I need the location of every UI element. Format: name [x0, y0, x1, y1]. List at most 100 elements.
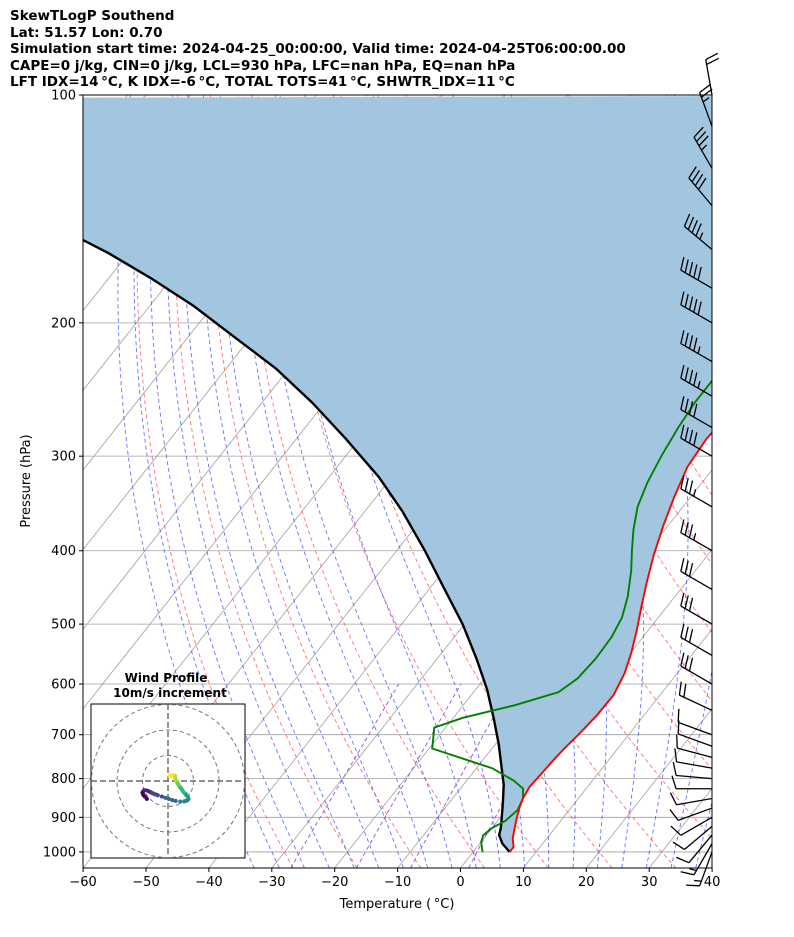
y-tick-label: 500 [51, 618, 76, 633]
moist-adiabat [510, 95, 644, 868]
wind-barb [676, 834, 713, 864]
temperature-line [508, 431, 712, 853]
wind-barbs [669, 52, 720, 887]
hodograph-point [173, 798, 178, 803]
wind-barb [678, 681, 713, 711]
wind-barb [677, 708, 713, 736]
wind-barb [680, 364, 713, 397]
dewpoint-line [431, 379, 712, 853]
wind-barb [680, 256, 713, 289]
y-tick-label: 900 [51, 811, 76, 826]
wind-barb [680, 592, 713, 625]
profile-lines [83, 238, 712, 853]
hodograph-point [168, 773, 173, 778]
wind-barb [680, 396, 713, 429]
moist-adiabat [133, 95, 280, 868]
wind-barb [669, 807, 713, 821]
wind-barb [705, 52, 720, 96]
hodograph-subtitle: 10m/s increment [113, 686, 227, 700]
y-tick-label: 700 [51, 728, 76, 743]
hodograph-point [166, 796, 171, 801]
y-tick-label: 100 [51, 89, 76, 104]
chart-header: SkewTLogP Southend Lat: 51.57 Lon: 0.70 … [10, 8, 626, 91]
index-parameters: LFT IDX=14 °C, K IDX=-6 °C, TOTAL TOTS=4… [10, 74, 515, 90]
x-tick-label: −40 [195, 875, 222, 890]
dry-adiabat [764, 95, 794, 868]
x-tick-label: −50 [132, 875, 159, 890]
wind-barb [680, 558, 713, 591]
y-tick-label: 300 [51, 450, 76, 465]
wind-barb [680, 330, 713, 363]
moist-adiabat [149, 95, 305, 868]
stability-parameters: CAPE=0 j/kg, CIN=0 j/kg, LCL=930 hPa, LF… [10, 57, 516, 74]
isotherm-line [523, 628, 712, 868]
wind-barb [674, 748, 713, 769]
cin-shading [83, 96, 712, 852]
y-tick-label: 400 [51, 544, 76, 559]
station-coordinates: Lat: 51.57 Lon: 0.70 [10, 24, 163, 41]
hodograph-point [155, 793, 160, 798]
hodograph-point [163, 795, 168, 800]
wind-barb [699, 83, 713, 127]
hodograph-point [170, 798, 175, 803]
wind-barb [676, 734, 713, 759]
wind-barb [680, 519, 713, 552]
moist-adiabat [218, 95, 404, 868]
hodograph-inset: Wind Profile 10m/s increment [90, 671, 246, 859]
dry-adiabat [242, 95, 485, 868]
wind-barb [670, 816, 713, 836]
wind-barb [680, 475, 713, 508]
x-tick-label: −10 [384, 875, 411, 890]
y-tick-label: 1000 [43, 845, 76, 860]
wind-barb [680, 424, 713, 457]
parcel-profile-line [83, 238, 511, 853]
moist-adiabat [200, 95, 380, 868]
cin-area [83, 96, 712, 852]
wind-barb [680, 843, 713, 876]
chart-title: SkewTLogP Southend [10, 8, 175, 24]
hodograph-point [178, 799, 183, 804]
wind-barb [671, 775, 712, 790]
x-tick-label: −60 [69, 875, 96, 890]
y-axis-ticks: 100 200 300 400 500 600 700 800 900 1000 [43, 89, 83, 860]
moist-adiabat [745, 95, 794, 868]
wind-barb [669, 792, 713, 806]
wind-barb [683, 213, 713, 251]
moist-adiabat [237, 95, 429, 868]
moist-adiabat [257, 95, 453, 868]
hodograph-point [159, 794, 164, 799]
wind-barb [680, 291, 713, 324]
x-tick-label: 10 [515, 875, 532, 890]
moist-adiabat [183, 95, 355, 868]
isotherm-line [711, 867, 712, 868]
dry-adiabat [208, 95, 422, 868]
x-tick-label: −20 [321, 875, 348, 890]
x-tick-label: 20 [578, 875, 595, 890]
y-axis-label: Pressure (hPa) [19, 434, 34, 527]
dry-adiabat [732, 95, 794, 868]
y-tick-label: 800 [51, 772, 76, 787]
x-tick-label: 40 [704, 875, 721, 890]
isotherm-line [0, 95, 2, 868]
wind-barb [672, 762, 713, 780]
dry-adiabat [698, 95, 712, 129]
wind-barb [680, 624, 713, 656]
mixing-ratio-line [356, 683, 462, 868]
y-tick-label: 200 [51, 316, 76, 331]
x-tick-label: 0 [456, 875, 464, 890]
wind-barb [686, 851, 713, 887]
x-axis-ticks: −60 −50 −40 −30 −20 −10 0 10 20 30 40 [69, 868, 720, 890]
wind-barb [672, 825, 713, 851]
wind-barb [693, 126, 713, 169]
isotherm-line [775, 95, 794, 868]
x-tick-label: −30 [258, 875, 285, 890]
x-axis-label: Temperature ( °C) [339, 897, 455, 912]
moist-adiabat [721, 95, 794, 868]
x-tick-label: 30 [641, 875, 658, 890]
wind-barb [688, 166, 713, 207]
mixing-ratio-line [290, 683, 400, 868]
simulation-time: Simulation start time: 2024-04-25_00:00:… [10, 41, 626, 57]
hodograph-title: Wind Profile [125, 671, 208, 685]
dry-adiabat [136, 95, 294, 868]
isotherm-line [585, 708, 712, 868]
